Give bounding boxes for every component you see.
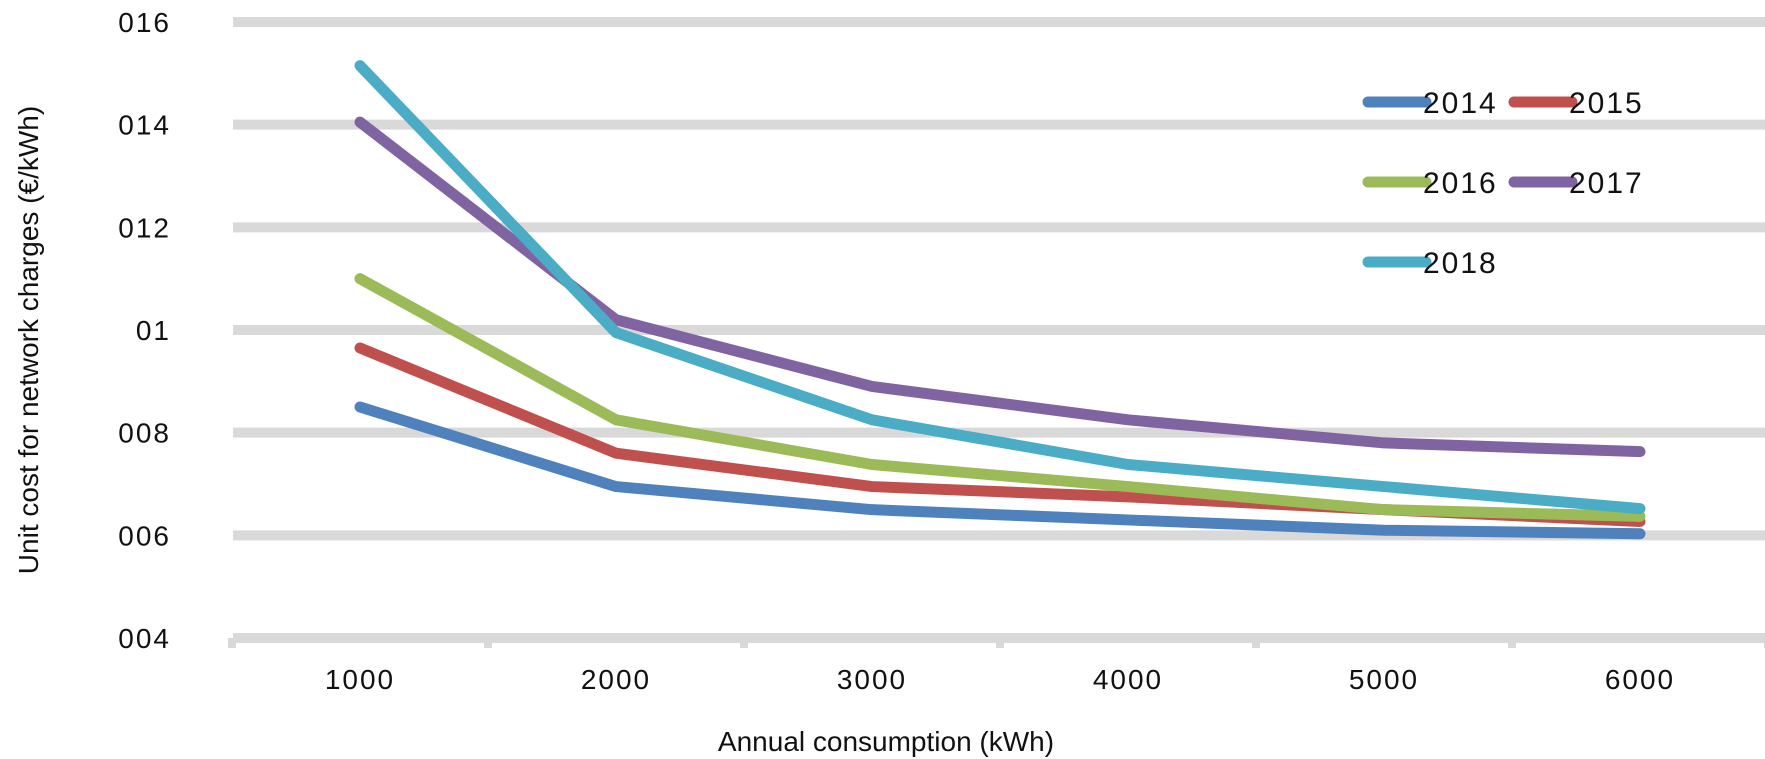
- x-tick-label: 2000: [581, 664, 651, 695]
- series-line-2016: [354, 273, 1646, 522]
- y-tick-label: 014: [118, 110, 171, 141]
- x-tick-label: 1000: [325, 664, 395, 695]
- x-axis-title: Annual consumption (kWh): [718, 726, 1054, 757]
- series-line-2018: [354, 60, 1646, 515]
- legend-label-2017: 2017: [1569, 167, 1644, 200]
- x-tick-label: 5000: [1349, 664, 1419, 695]
- y-tick-labels: 004 006 008 01 012 014 016: [118, 7, 171, 654]
- legend-label-2014: 2014: [1423, 87, 1498, 120]
- x-tick-label: 6000: [1605, 664, 1675, 695]
- legend-label-2016: 2016: [1423, 167, 1498, 200]
- series-line-2014: [354, 401, 1646, 540]
- series-lines: [354, 60, 1646, 540]
- legend-label-2018: 2018: [1423, 247, 1498, 280]
- y-tick-label: 01: [136, 315, 171, 346]
- x-tick-label: 4000: [1093, 664, 1163, 695]
- x-axis: [228, 638, 1765, 648]
- legend-label-2015: 2015: [1569, 87, 1644, 120]
- y-tick-label: 004: [118, 623, 171, 654]
- y-tick-label: 012: [118, 212, 171, 243]
- y-tick-label: 016: [118, 7, 171, 38]
- x-tick-labels: 1000 2000 3000 4000 5000 6000: [325, 664, 1675, 695]
- legend: 2014 2015 2016 2017 2018: [1362, 87, 1644, 280]
- y-tick-label: 006: [118, 520, 171, 551]
- x-tick-label: 3000: [837, 664, 907, 695]
- y-axis-title: Unit cost for network charges (€/kWh): [13, 106, 44, 574]
- y-tick-label: 008: [118, 418, 171, 449]
